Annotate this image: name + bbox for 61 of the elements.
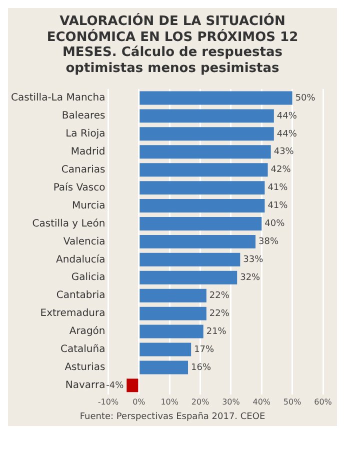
source-note: Fuente: Perspectivas España 2017. CEOE bbox=[78, 411, 266, 424]
bar bbox=[140, 199, 265, 213]
bar bbox=[140, 163, 268, 177]
bar bbox=[140, 289, 206, 303]
data-label: -4% bbox=[106, 381, 124, 392]
data-label: 42% bbox=[270, 166, 292, 176]
y-tick-label: Canarias bbox=[61, 164, 106, 176]
bar bbox=[140, 343, 192, 357]
bar bbox=[140, 325, 204, 339]
bar bbox=[140, 110, 274, 124]
x-tick-label: 0% bbox=[132, 398, 146, 407]
bar bbox=[140, 181, 265, 195]
data-label: 22% bbox=[209, 309, 230, 320]
y-tick-label: Castilla y León bbox=[32, 218, 106, 230]
bar bbox=[140, 92, 292, 106]
bar bbox=[140, 307, 206, 321]
y-tick-label: Andalucía bbox=[56, 254, 106, 266]
bar bbox=[126, 379, 138, 393]
data-label: 41% bbox=[268, 184, 288, 194]
data-label: 41% bbox=[268, 201, 288, 212]
data-label: 17% bbox=[194, 345, 215, 356]
data-label: 44% bbox=[276, 112, 298, 122]
y-tick-label: Cantabria bbox=[56, 290, 106, 302]
data-label: 32% bbox=[240, 273, 261, 284]
data-label: 22% bbox=[209, 291, 230, 302]
bar bbox=[140, 361, 188, 375]
data-label: 40% bbox=[264, 219, 286, 230]
bar bbox=[140, 146, 271, 159]
y-tick-label: Aragón bbox=[69, 326, 106, 338]
bar bbox=[140, 128, 274, 142]
y-tick-label: Cataluña bbox=[60, 344, 106, 356]
y-tick-label: Navarra bbox=[65, 380, 106, 392]
data-label: 44% bbox=[276, 130, 298, 140]
x-tick-label: 40% bbox=[252, 398, 271, 407]
data-label: 21% bbox=[206, 327, 227, 338]
y-tick-label: Madrid bbox=[70, 146, 106, 158]
bar bbox=[140, 235, 256, 249]
chart-title: VALORACIÓN DE LA SITUACIÓN ECONÓMICA EN LOS PRÓXIMOS 12 MESES. Cálculo de respuestas optimistas menos pesimistas bbox=[46, 12, 300, 78]
y-tick-label: Murcia bbox=[72, 200, 106, 212]
bar bbox=[140, 253, 240, 267]
x-tick-label: 10% bbox=[160, 398, 179, 407]
data-label: 43% bbox=[274, 148, 294, 158]
x-tick-label: 60% bbox=[314, 398, 332, 407]
y-tick-label: Baleares bbox=[62, 110, 106, 122]
y-tick-label: Asturias bbox=[64, 362, 106, 374]
x-tick-label: 50% bbox=[283, 398, 302, 407]
x-tick-label: 30% bbox=[222, 398, 240, 407]
data-label: 38% bbox=[258, 237, 279, 248]
y-tick-label: Valencia bbox=[63, 236, 106, 248]
y-tick-label: Castilla-La Mancha bbox=[11, 92, 106, 104]
y-tick-label: Galicia bbox=[71, 272, 106, 284]
y-tick-label: La Rioja bbox=[66, 128, 106, 140]
y-tick-label: Extremadura bbox=[40, 308, 106, 320]
bar bbox=[140, 271, 238, 285]
x-tick-label: 20% bbox=[191, 398, 210, 407]
data-label: 33% bbox=[243, 255, 264, 266]
data-label: 16% bbox=[191, 363, 212, 374]
x-tick-label: -10% bbox=[98, 398, 119, 407]
bar bbox=[140, 217, 262, 231]
data-label: 50% bbox=[295, 94, 316, 104]
y-tick-label: País Vasco bbox=[53, 182, 106, 194]
